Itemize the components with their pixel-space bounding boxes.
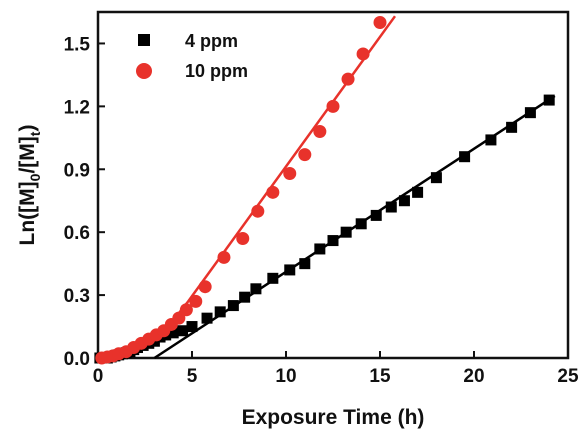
data-point-10ppm	[189, 294, 203, 308]
data-point-4ppm	[186, 321, 198, 333]
x-tick-label: 10	[275, 366, 296, 387]
data-point-10ppm	[172, 311, 186, 325]
data-point-10ppm	[266, 185, 280, 199]
y-tick-label: 1.5	[64, 34, 91, 55]
data-point-4ppm	[485, 134, 497, 146]
data-point-10ppm	[251, 204, 265, 218]
data-point-4ppm	[385, 201, 397, 213]
x-tick-label: 15	[369, 366, 391, 387]
data-point-10ppm	[236, 231, 250, 245]
data-point-4ppm	[299, 258, 311, 270]
data-point-4ppm	[267, 272, 279, 284]
data-point-4ppm	[543, 94, 555, 106]
y-tick-label: 1.2	[64, 97, 90, 118]
data-point-4ppm	[412, 186, 424, 198]
data-point-10ppm	[356, 47, 370, 61]
x-tick-label: 0	[93, 366, 104, 387]
data-point-4ppm	[430, 172, 442, 184]
data-point-4ppm	[314, 243, 326, 255]
legend-swatch-4ppm	[138, 34, 150, 46]
legend-label-10ppm: 10 ppm	[185, 61, 248, 81]
x-tick-label: 20	[463, 366, 484, 387]
data-point-4ppm	[327, 235, 339, 247]
data-point-10ppm	[326, 99, 340, 113]
x-axis-title: Exposure Time (h)	[242, 406, 425, 429]
data-markers	[94, 15, 555, 365]
data-point-4ppm	[370, 209, 382, 221]
plot-frame	[96, 10, 570, 360]
data-point-10ppm	[373, 15, 387, 29]
x-tick-label: 25	[557, 366, 579, 387]
y-axis-title: Ln([M]0/[M]t)	[16, 125, 43, 246]
data-point-4ppm	[284, 264, 296, 276]
data-point-4ppm	[167, 327, 179, 339]
legend-label-4ppm: 4 ppm	[185, 31, 238, 51]
data-point-10ppm	[283, 166, 297, 180]
data-point-10ppm	[313, 125, 327, 139]
legend: 4 ppm 10 ppm	[136, 31, 248, 81]
legend-swatch-10ppm	[136, 63, 152, 79]
y-tick-label: 0.6	[64, 223, 90, 244]
data-point-4ppm	[177, 325, 189, 337]
data-point-10ppm	[198, 280, 212, 294]
data-point-4ppm	[355, 218, 367, 230]
data-point-10ppm	[341, 72, 355, 86]
data-point-10ppm	[298, 148, 312, 162]
y-tick-label: 0.3	[64, 286, 90, 307]
data-point-10ppm	[217, 250, 231, 264]
data-point-4ppm	[227, 300, 239, 312]
data-point-4ppm	[506, 121, 518, 133]
axis-ticks: 0 5 10 15 20 25 0.0 0.3 0.6 0.9 1.2 1.5	[64, 34, 579, 387]
data-point-4ppm	[250, 283, 262, 295]
y-tick-label: 0.0	[64, 349, 90, 370]
x-tick-label: 5	[187, 366, 198, 387]
data-point-4ppm	[340, 226, 352, 238]
data-point-10ppm	[179, 303, 193, 317]
fit-lines	[97, 15, 556, 360]
data-point-4ppm	[214, 306, 226, 318]
data-point-4ppm	[398, 195, 410, 207]
data-point-4ppm	[239, 291, 251, 303]
data-point-4ppm	[459, 151, 471, 163]
y-tick-label: 0.9	[64, 160, 90, 181]
data-point-4ppm	[524, 107, 536, 119]
data-point-4ppm	[201, 312, 213, 324]
